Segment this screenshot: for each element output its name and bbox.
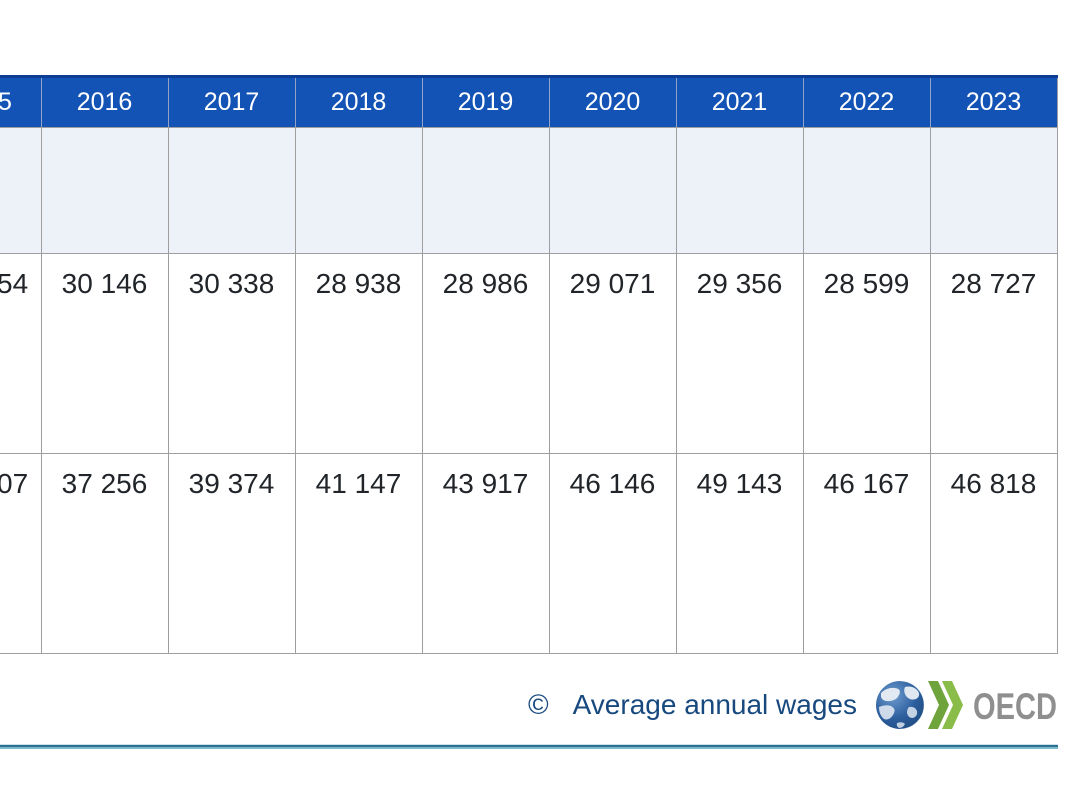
wage-cell: 28 938 [294,253,422,454]
wage-cell: 28 986 [421,253,549,454]
wage-cell: 30 146 [40,253,168,454]
wage-cell: 29 071 [548,253,676,454]
empty-cell [421,127,549,254]
wage-cell: 46 167 [802,453,930,654]
wage-cell: 37 256 [40,453,168,654]
year-header-row: 5 2016 2017 2018 2019 2020 2021 2022 202… [0,75,1058,128]
copyright-symbol: © [527,689,549,720]
wage-cell: 43 917 [421,453,549,654]
wage-cell: 46 146 [548,453,676,654]
empty-cell [294,127,422,254]
wage-cell-partial: 07 [0,453,41,654]
chevrons-icon [928,681,963,729]
year-header: 2016 [40,75,168,128]
table-row: 07 37 256 39 374 41 147 43 917 46 146 49… [0,453,1058,654]
wage-cell: 41 147 [294,453,422,654]
year-header: 2017 [167,75,295,128]
oecd-wordmark: OECD [973,686,1057,727]
empty-cell [40,127,168,254]
oecd-logo-icon: OECD [876,680,1057,730]
table-row: 54 30 146 30 338 28 938 28 986 29 071 29… [0,253,1058,454]
empty-cell [167,127,295,254]
wage-cell: 39 374 [167,453,295,654]
wage-cell-partial: 54 [0,253,41,454]
wages-table: 5 2016 2017 2018 2019 2020 2021 2022 202… [0,75,1058,654]
year-header: 2021 [675,75,803,128]
divider-rule [0,744,1058,749]
wage-cell: 28 727 [929,253,1058,454]
empty-cell [675,127,803,254]
year-header: 2019 [421,75,549,128]
empty-cell [802,127,930,254]
wage-cell: 29 356 [675,253,803,454]
chart-caption: Average annual wages [572,689,857,720]
empty-row [0,127,1058,254]
wage-cell: 30 338 [167,253,295,454]
empty-cell [929,127,1058,254]
year-header-partial: 5 [0,75,41,128]
wage-cell: 46 818 [929,453,1058,654]
year-header: 2018 [294,75,422,128]
globe-icon [876,680,925,730]
year-header: 2020 [548,75,676,128]
wage-cell: 28 599 [802,253,930,454]
year-header: 2023 [929,75,1058,128]
empty-cell [548,127,676,254]
wage-cell: 49 143 [675,453,803,654]
empty-cell [0,127,41,254]
wages-table-scroll-area[interactable]: 5 2016 2017 2018 2019 2020 2021 2022 202… [0,75,1058,654]
attribution-footer: © Average annual wages [528,679,1060,731]
year-header: 2022 [802,75,930,128]
